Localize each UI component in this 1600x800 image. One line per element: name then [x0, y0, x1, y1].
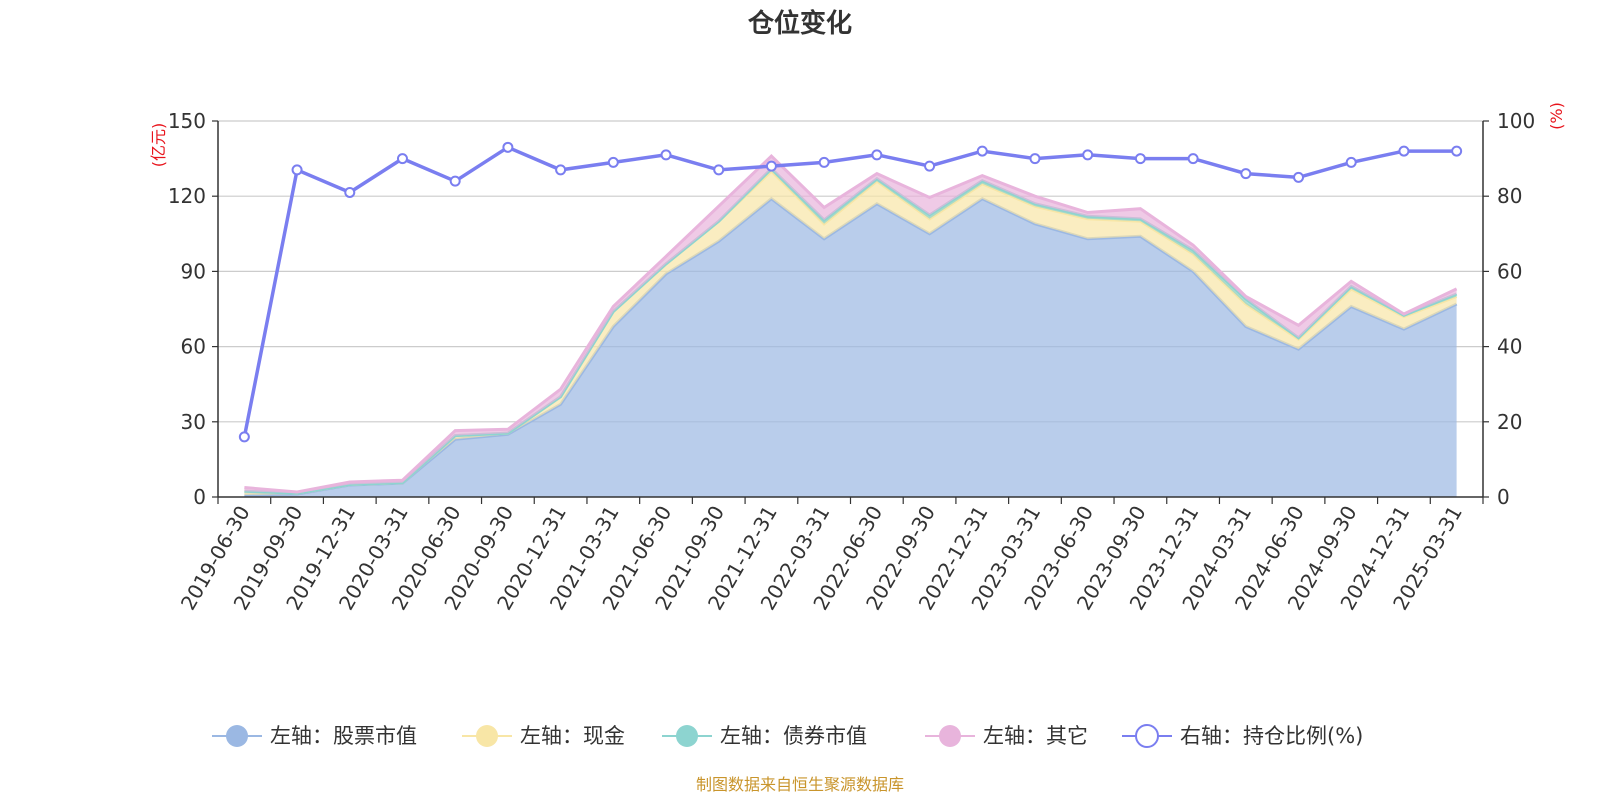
ratio-point [238, 431, 250, 443]
ratio-point [1029, 153, 1041, 165]
legend-item: 左轴：债券市值 [662, 724, 867, 748]
legend-item: 左轴：现金 [462, 724, 625, 748]
legend-marker [476, 725, 498, 747]
left-axis-tick-label: 150 [168, 109, 206, 133]
legend-label: 左轴：股票市值 [270, 724, 417, 748]
left-axis-tick-label: 90 [181, 259, 206, 283]
ratio-point [502, 141, 514, 153]
legend-label: 左轴：其它 [983, 724, 1088, 748]
ratio-line [238, 141, 1463, 443]
ratio-point [1293, 171, 1305, 183]
ratio-point [818, 156, 830, 168]
ratio-point [871, 149, 883, 161]
legend-label: 左轴：现金 [520, 724, 625, 748]
data-source-note: 制图数据来自恒生聚源数据库 [696, 775, 904, 794]
left-axis-unit: (亿元) [149, 123, 168, 168]
ratio-point [291, 164, 303, 176]
ratio-point [765, 160, 777, 172]
area-edge-左轴：其它 [244, 154, 1458, 494]
ratio-point [976, 145, 988, 157]
legend-marker [676, 725, 698, 747]
left-axis-tick-label: 60 [181, 335, 206, 359]
ratio-point [660, 149, 672, 161]
ratio-point [344, 186, 356, 198]
right-axis-tick-label: 40 [1497, 335, 1522, 359]
ratio-point [555, 164, 567, 176]
legend-marker [1135, 724, 1159, 748]
left-axis-tick-label: 120 [168, 184, 206, 208]
legend-label: 左轴：债券市值 [720, 724, 867, 748]
ratio-point [1345, 156, 1357, 168]
legend-item: 左轴：股票市值 [212, 724, 417, 748]
chart-title: 仓位变化 [747, 8, 852, 39]
left-axis-tick-label: 0 [193, 485, 206, 509]
right-axis-tick-label: 100 [1497, 109, 1535, 133]
right-axis-tick-label: 20 [1497, 410, 1522, 434]
ratio-point [1398, 145, 1410, 157]
right-axis-unit: (%) [1547, 102, 1566, 130]
legend-label: 右轴：持仓比例(%) [1180, 724, 1363, 748]
right-axis-tick-label: 0 [1497, 485, 1510, 509]
legend-marker [226, 725, 248, 747]
ratio-point [1134, 153, 1146, 165]
ratio-point [396, 153, 408, 165]
ratio-point [1240, 168, 1252, 180]
right-axis-tick-label: 60 [1497, 259, 1522, 283]
right-axis-tick-label: 80 [1497, 184, 1522, 208]
ratio-point [1187, 153, 1199, 165]
stacked-areas [244, 154, 1458, 497]
ratio-point [607, 156, 619, 168]
ratio-point [1082, 149, 1094, 161]
ratio-point [924, 160, 936, 172]
ratio-point [449, 175, 461, 187]
legend-item: 右轴：持仓比例(%) [1122, 724, 1363, 748]
left-axis-tick-label: 30 [181, 410, 206, 434]
legend-marker [939, 725, 961, 747]
ratio-point [1451, 145, 1463, 157]
ratio-line-path [242, 145, 1457, 438]
legend: 左轴：股票市值 左轴：现金 左轴：债券市值 左轴：其它 右轴：持仓比例(%) [212, 724, 1363, 748]
area-左轴：股票市值 [244, 198, 1457, 497]
legend-item: 左轴：其它 [925, 724, 1088, 748]
ratio-point [713, 164, 725, 176]
